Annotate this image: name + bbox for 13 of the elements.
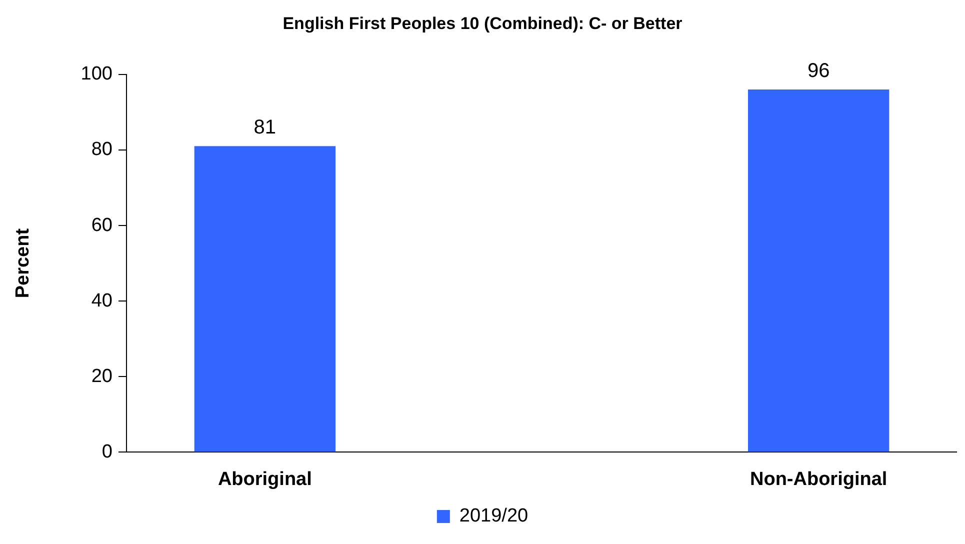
x-tick-label: Aboriginal (218, 468, 312, 490)
legend-label: 2019/20 (459, 506, 528, 527)
y-tick-label: 80 (91, 139, 112, 160)
y-tick-label: 0 (102, 441, 112, 462)
y-tick-label: 60 (91, 214, 112, 236)
y-tick-label: 20 (91, 366, 112, 387)
data-label: 96 (807, 60, 830, 82)
chart-title: English First Peoples 10 (Combined): C- or Better (282, 14, 683, 33)
y-axis-title: Percent (12, 228, 34, 298)
y-tick-label: 40 (91, 290, 112, 312)
x-tick-label: Non-Aboriginal (750, 468, 888, 490)
y-tick-label: 100 (80, 64, 112, 85)
data-label: 81 (254, 116, 276, 139)
